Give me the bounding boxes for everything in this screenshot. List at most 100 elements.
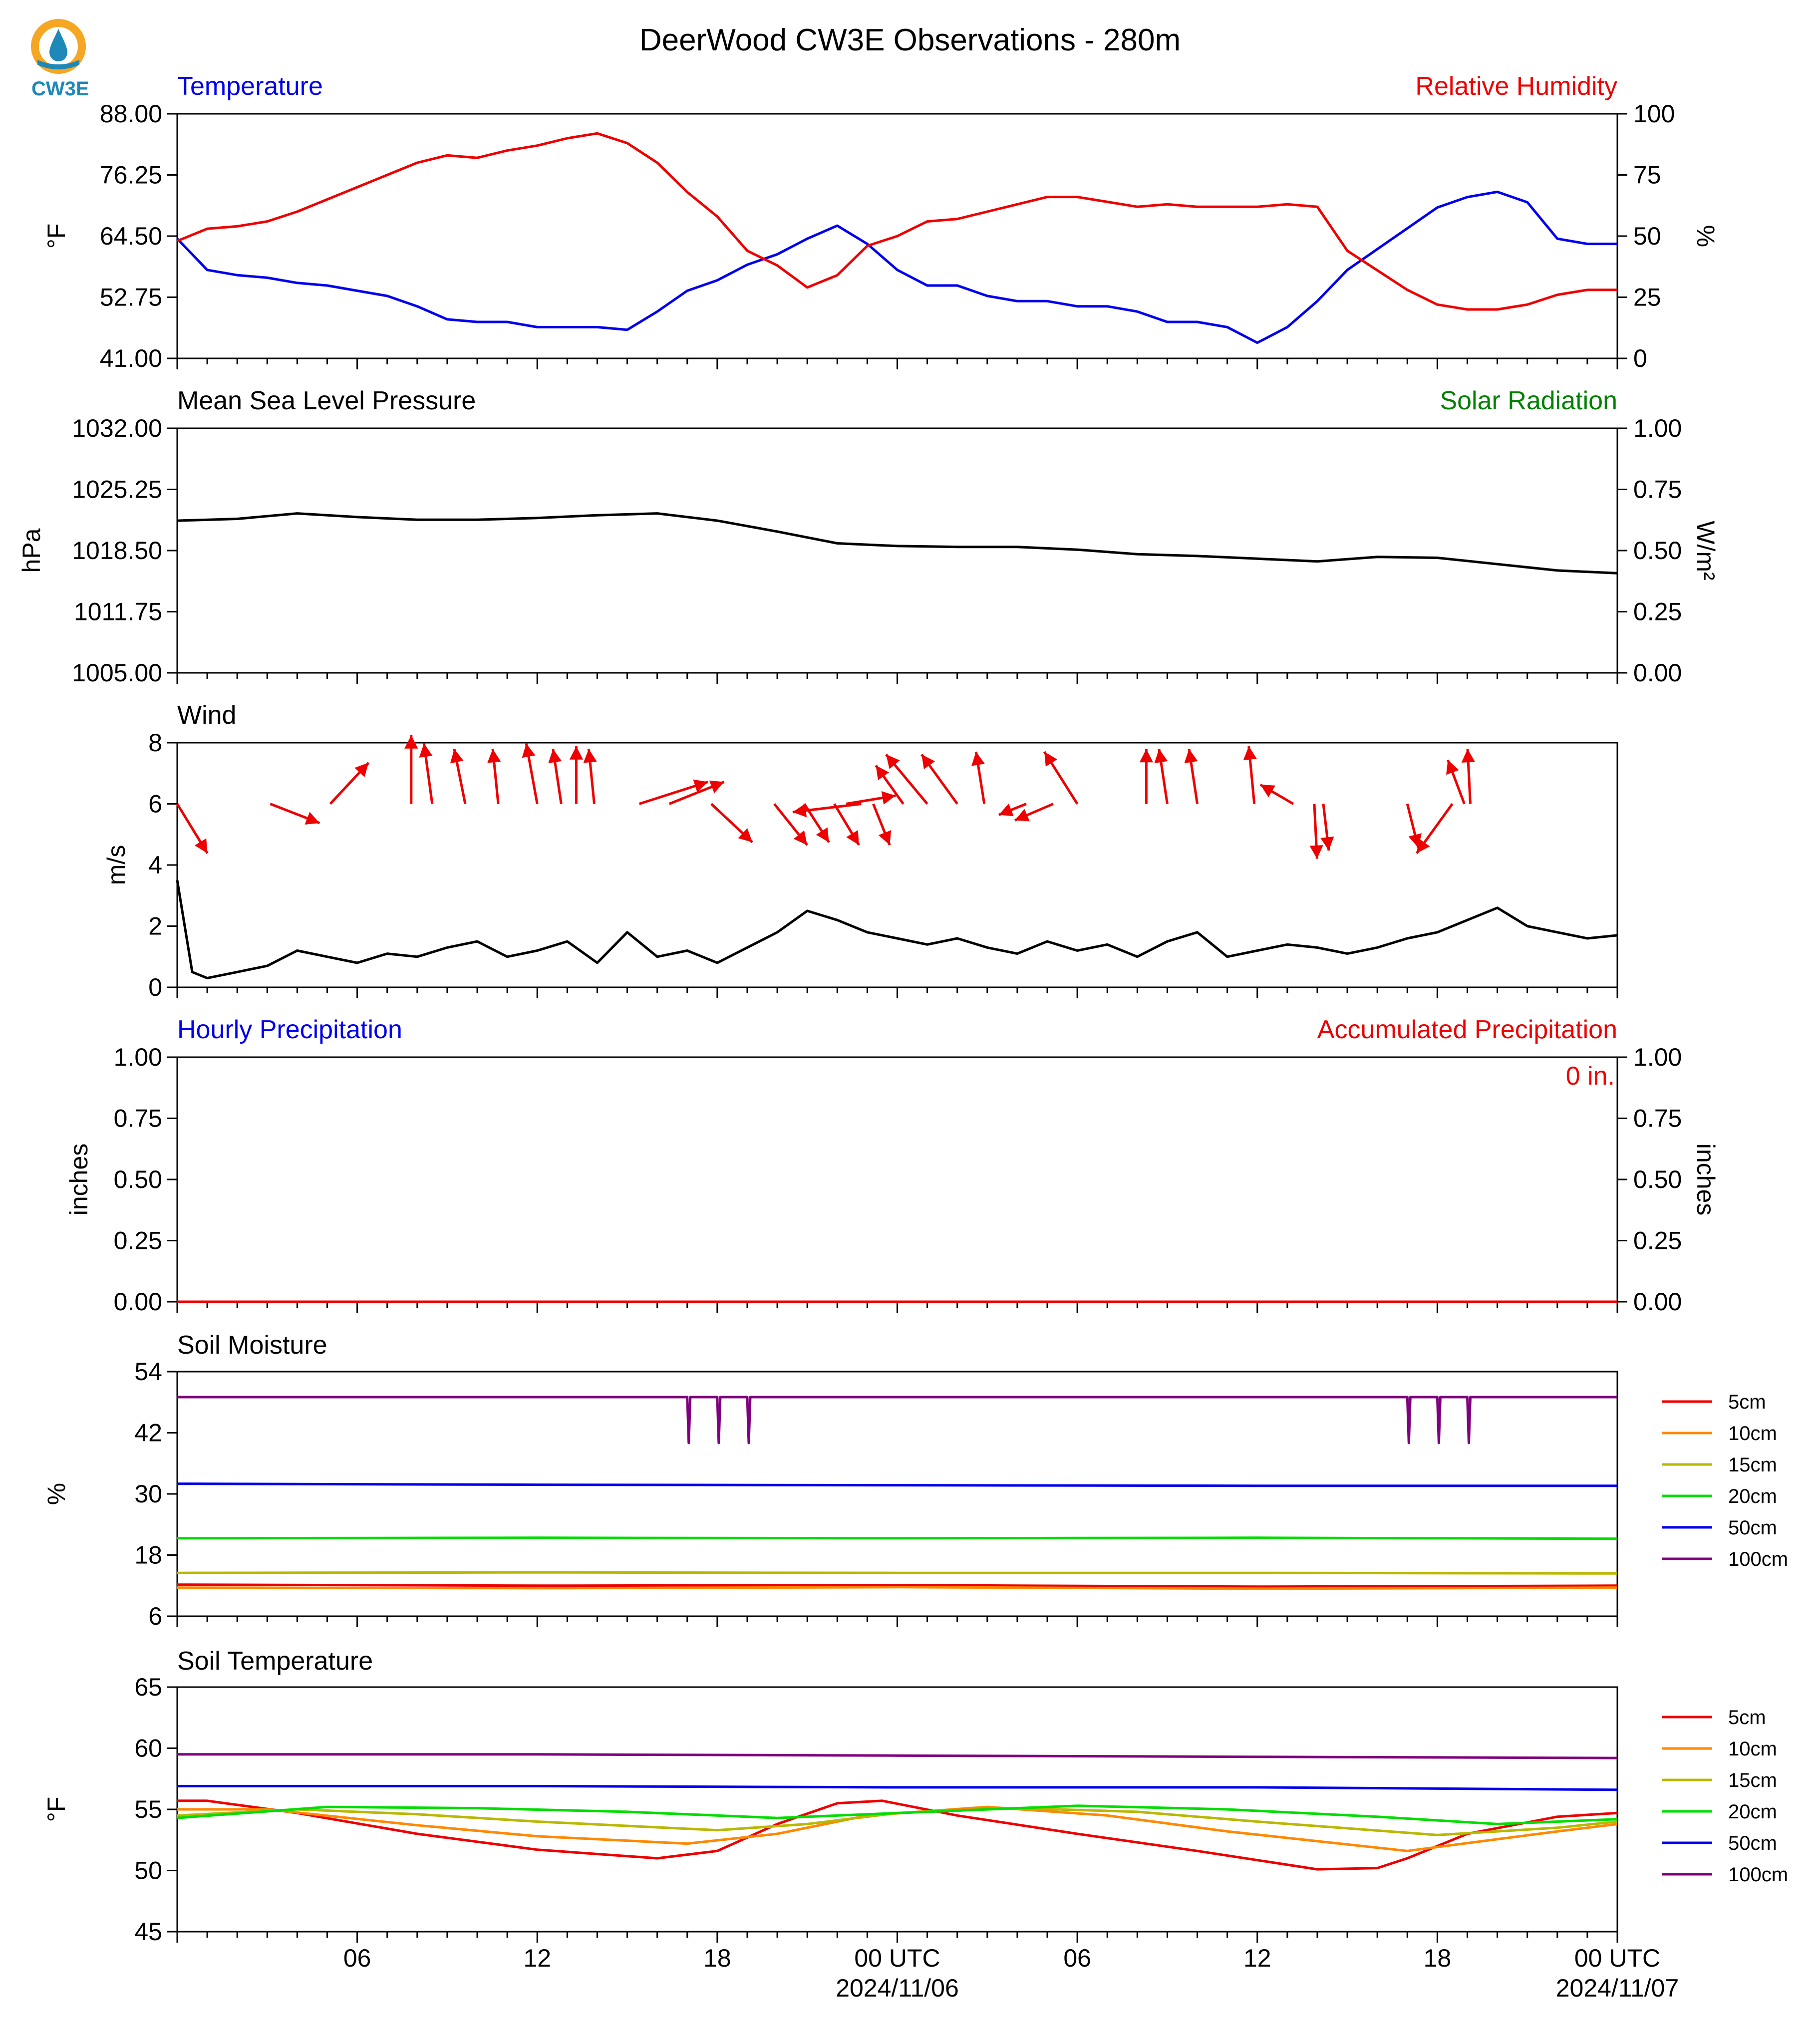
y-tick-label-right: 0.25 bbox=[1633, 1227, 1682, 1255]
legend-label: 20cm bbox=[1728, 1801, 1777, 1823]
wind-vector-head bbox=[569, 746, 584, 760]
wind-vector-head bbox=[846, 830, 859, 845]
y-tick-label-right: 0.00 bbox=[1633, 1288, 1682, 1316]
legend-label: 15cm bbox=[1728, 1454, 1777, 1476]
y-axis-label-left: °F bbox=[42, 224, 70, 249]
wind-vector-head bbox=[921, 754, 935, 770]
wind-vector-head bbox=[709, 780, 724, 794]
wind-vector-head bbox=[487, 749, 501, 763]
wind-vector-head bbox=[1243, 746, 1257, 760]
y-tick-label-right: 0.50 bbox=[1633, 1165, 1682, 1193]
wind-vector-head bbox=[816, 827, 829, 843]
x-tick-label: 00 UTC bbox=[1574, 1944, 1660, 1972]
y-tick-label-left: 1025.25 bbox=[72, 476, 162, 504]
x-date-label: 2024/11/07 bbox=[1556, 1974, 1679, 2002]
x-tick-label: 06 bbox=[1063, 1944, 1091, 1972]
wind-vector-head bbox=[419, 743, 433, 758]
panel-title-left: Hourly Precipitation bbox=[177, 1015, 402, 1044]
y-tick-label-left: 1011.75 bbox=[74, 598, 162, 626]
y-axis-label-left: m/s bbox=[102, 845, 130, 885]
legend-label: 20cm bbox=[1728, 1485, 1777, 1507]
plot-frame bbox=[176, 742, 1618, 988]
panel-precipitation: 1.00 0.75 0.50 0.25 0.00 1.00 0.75 0.50 0.25 0.00… bbox=[65, 1015, 1720, 1316]
y-axis-label-left: hPa bbox=[17, 528, 45, 573]
wind-vector-head bbox=[998, 803, 1014, 817]
panel-pressure_solar: 1032.00 1025.25 1018.50 1011.75 1005.00 1.00 0… bbox=[17, 386, 1720, 687]
y-tick-label-left: 52.75 bbox=[100, 284, 162, 311]
legend-label: 10cm bbox=[1728, 1738, 1777, 1760]
wind-vector-head bbox=[1184, 749, 1198, 763]
series-line-5cm bbox=[177, 1799, 1618, 1871]
y-tick-label-left: 0.00 bbox=[114, 1288, 162, 1316]
legend-label: 5cm bbox=[1728, 1391, 1766, 1413]
y-tick-label-right: 0.25 bbox=[1633, 598, 1682, 626]
y-tick-label-left: 50 bbox=[134, 1857, 162, 1885]
wind-vector-head bbox=[878, 830, 892, 845]
panel-title-left: Soil Moisture bbox=[177, 1331, 327, 1360]
panel-title-left: Temperature bbox=[177, 72, 323, 101]
wind-vector-head bbox=[881, 791, 896, 805]
legend-label: 10cm bbox=[1728, 1423, 1777, 1445]
y-tick-label-left: 0.25 bbox=[114, 1227, 162, 1255]
y-tick-label-right: 0.50 bbox=[1633, 537, 1682, 565]
logo-wave-icon bbox=[37, 60, 79, 69]
legend: 5cm 10cm 15cm 20cm 50cm 100cm bbox=[1662, 1707, 1788, 1886]
y-tick-label-left: 45 bbox=[134, 1918, 162, 1946]
logo-text: CW3E bbox=[31, 78, 89, 100]
x-tick-label: 18 bbox=[1424, 1944, 1452, 1972]
y-tick-label-left: 6 bbox=[148, 1602, 162, 1630]
y-tick-label-left: 55 bbox=[134, 1795, 162, 1823]
y-tick-label-right: 0.75 bbox=[1633, 476, 1682, 504]
y-tick-label-left: 0.50 bbox=[114, 1165, 162, 1193]
wind-vector-head bbox=[971, 752, 985, 766]
y-axis-label-right: % bbox=[1692, 225, 1720, 247]
panel-title-right: Accumulated Precipitation bbox=[1317, 1015, 1617, 1044]
wind-vector-head bbox=[1309, 845, 1323, 859]
wind-vector-head bbox=[693, 779, 708, 793]
panel-soil_temperature: 65 60 55 50 45 Soil Temperature °F 5cm 10cm 15cm 2… bbox=[42, 1647, 1788, 1946]
wind-vector-head bbox=[738, 828, 753, 843]
panel-wind: 8 6 4 2 0 Wind m/s bbox=[102, 701, 1618, 1001]
y-tick-label-right: 0.00 bbox=[1633, 659, 1682, 687]
logo-ring-icon bbox=[31, 19, 86, 74]
wind-vector-head bbox=[1154, 749, 1168, 763]
y-tick-label-left: 18 bbox=[134, 1541, 162, 1569]
y-tick-label-right: 0.75 bbox=[1633, 1105, 1682, 1133]
series-line-temperature bbox=[176, 190, 1617, 344]
panel-title-right: Solar Radiation bbox=[1440, 386, 1617, 415]
wind-vector-head bbox=[522, 743, 536, 758]
y-tick-label-right: 25 bbox=[1633, 284, 1661, 311]
y-axis-label-right: inches bbox=[1692, 1144, 1720, 1216]
wind-vector-head bbox=[1416, 838, 1430, 854]
y-tick-label-left: 54 bbox=[134, 1358, 162, 1386]
series-line-100cm bbox=[177, 1396, 1617, 1445]
wind-vector-head bbox=[792, 804, 807, 818]
y-tick-label-left: 4 bbox=[148, 851, 162, 879]
x-tick-label: 18 bbox=[703, 1944, 731, 1972]
wind-vector-head bbox=[354, 763, 369, 777]
plot-frame bbox=[176, 1371, 1618, 1617]
y-tick-label-left: 1032.00 bbox=[72, 414, 162, 442]
y-tick-label-right: 0 bbox=[1633, 344, 1647, 372]
series-line-50cm bbox=[177, 1784, 1618, 1791]
wind-vector-head bbox=[194, 838, 208, 854]
wind-vector-head bbox=[886, 754, 900, 769]
panel-title-left: Mean Sea Level Pressure bbox=[177, 386, 476, 415]
y-tick-label-left: 65 bbox=[134, 1673, 162, 1701]
y-tick-label-left: 0 bbox=[148, 973, 162, 1001]
legend-label: 100cm bbox=[1728, 1548, 1788, 1570]
wind-vector-head bbox=[1139, 749, 1153, 763]
legend-label: 15cm bbox=[1728, 1769, 1777, 1791]
x-tick-label: 12 bbox=[523, 1944, 551, 1972]
panel-title-right: Relative Humidity bbox=[1415, 72, 1617, 101]
series-line-20cm bbox=[177, 1536, 1618, 1540]
wind-vector-head bbox=[1446, 760, 1459, 775]
wind-vector-head bbox=[793, 830, 808, 845]
y-tick-label-left: 1005.00 bbox=[72, 659, 162, 687]
wind-vector-head bbox=[583, 749, 597, 763]
wind-vector-head bbox=[304, 812, 320, 825]
figure-title: DeerWood CW3E Observations - 280m bbox=[639, 23, 1181, 57]
y-axis-label-left: % bbox=[42, 1483, 70, 1505]
wind-vector-head bbox=[1260, 785, 1275, 798]
legend-label: 5cm bbox=[1728, 1707, 1766, 1729]
